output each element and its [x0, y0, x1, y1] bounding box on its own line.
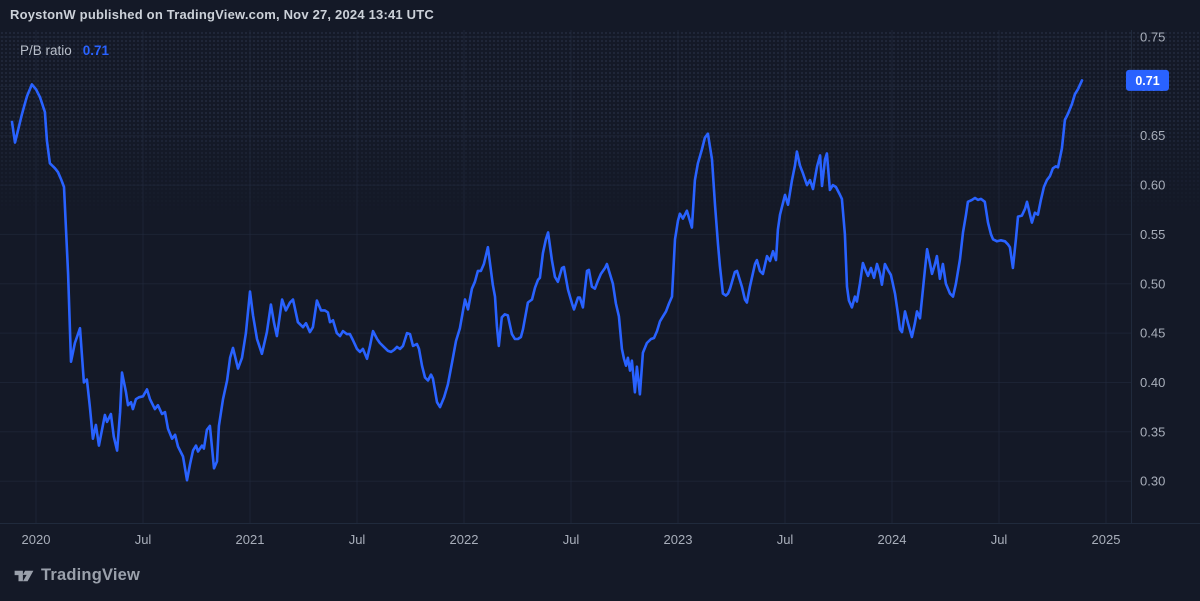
publish-info: RoystonW published on TradingView.com, N…: [10, 7, 434, 22]
tradingview-logo[interactable]: TradingView: [14, 566, 140, 585]
grid-lines: [0, 30, 1131, 523]
series-title: P/B ratio: [20, 43, 72, 58]
watermark-dot-texture: [0, 31, 1200, 221]
y-axis-price-scale[interactable]: 0.750.700.650.600.550.500.450.400.350.30: [1140, 30, 1165, 489]
y-axis-tick-label: 0.75: [1140, 30, 1165, 45]
y-axis-tick-label: 0.35: [1140, 424, 1165, 439]
series-last-value: 0.71: [82, 43, 110, 58]
x-axis-tick-label: 2021: [236, 532, 265, 547]
x-axis-tick-label: 2022: [450, 532, 479, 547]
y-axis-tick-label: 0.65: [1140, 128, 1165, 143]
x-axis-tick-label: 2020: [22, 532, 51, 547]
y-axis-tick-label: 0.45: [1140, 326, 1165, 341]
x-axis-tick-label: Jul: [135, 532, 152, 547]
y-axis-tick-label: 0.60: [1140, 178, 1165, 193]
x-axis-tick-label: Jul: [349, 532, 366, 547]
tradingview-wordmark: TradingView: [41, 566, 141, 584]
y-axis-tick-label: 0.30: [1140, 474, 1165, 489]
last-value-badge: 0.71: [1126, 69, 1169, 91]
x-axis-tick-label: Jul: [563, 532, 580, 547]
y-axis-tick-label: 0.55: [1140, 227, 1165, 242]
x-axis-tick-label: 2024: [878, 532, 907, 547]
last-value-badge-background: [1126, 69, 1169, 91]
y-axis-tick-label: 0.40: [1140, 375, 1165, 390]
pane-borders: [0, 30, 1200, 524]
x-axis-tick-label: Jul: [777, 532, 794, 547]
x-axis-tick-label: 2025: [1092, 532, 1121, 547]
y-axis-tick-label: 0.50: [1140, 276, 1165, 291]
x-axis-tick-label: 2023: [664, 532, 693, 547]
pb-ratio-line: [10, 79, 1084, 482]
last-value-badge-text: 0.71: [1135, 74, 1159, 88]
series-legend[interactable]: P/B ratio 0.71: [20, 43, 109, 58]
x-axis[interactable]: 2020 Jul 2021 Jul 2022 Jul 2023 Jul 2024 Jul 2025: [22, 532, 1121, 547]
x-axis-tick-label: Jul: [991, 532, 1008, 547]
tradingview-logo-icon: [14, 570, 34, 581]
